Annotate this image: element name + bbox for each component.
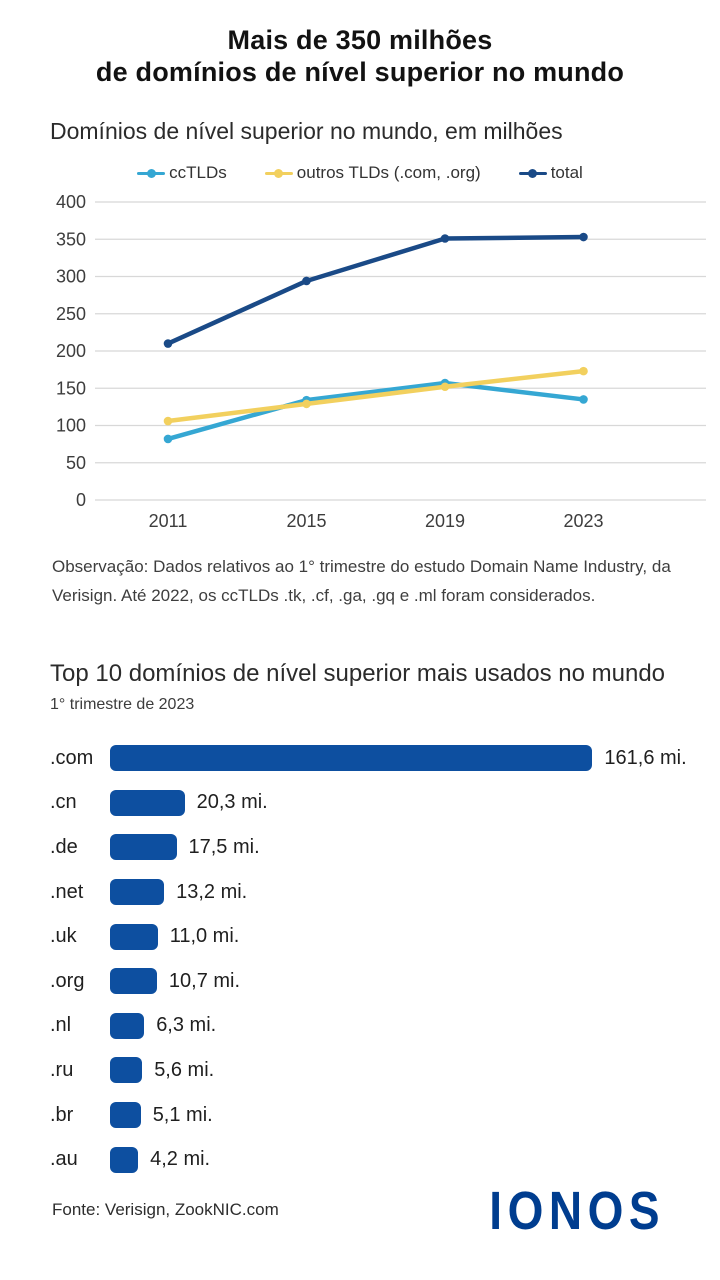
y-axis-tick-label: 400 — [56, 192, 86, 212]
bar-value-label: 6,3 mi. — [156, 1014, 217, 1037]
series-line-outros — [165, 368, 586, 424]
series-line-ccTLDs — [165, 380, 586, 442]
bar-row: .net 13,2 mi. — [50, 870, 720, 915]
line-chart: 0 50 100 150 200 250 300 350 400 2011 2015 2019 2023 — [0, 187, 720, 544]
bar-row: .com 161,6 mi. — [50, 736, 720, 781]
data-point — [579, 232, 588, 242]
tld-label: .cn — [50, 791, 77, 814]
bar-value-label: 5,1 mi. — [152, 1103, 213, 1126]
page-title-line2: de domínios de nível superior no mundo — [95, 57, 625, 87]
y-axis-tick-label: 100 — [56, 416, 86, 436]
y-axis-tick-label: 150 — [56, 378, 86, 398]
tld-label: .de — [50, 835, 78, 858]
tld-label: .net — [50, 880, 84, 903]
line-chart-title: Domínios de nível superior no mundo, em … — [50, 118, 563, 144]
y-axis-tick-label: 250 — [56, 304, 86, 324]
bar-value-label: 13,2 mi. — [176, 880, 248, 903]
tld-label: .ru — [50, 1058, 74, 1081]
legend-label: ccTLDs — [169, 163, 227, 182]
bar — [110, 1102, 141, 1129]
bar — [110, 879, 165, 906]
bar-row: .au 4,2 mi. — [50, 1137, 720, 1182]
bar-list: .com 161,6 mi. .cn 20,3 mi. .de 17,5 mi. .net 1… — [50, 736, 720, 1182]
tld-label: .nl — [50, 1014, 72, 1037]
bar — [110, 1146, 139, 1173]
data-point — [440, 382, 450, 392]
line-chart-canvas: 0 50 100 150 200 250 300 350 400 2011 2015 2019 2023 — [56, 192, 706, 531]
bar — [110, 1012, 145, 1039]
y-axis-tick-label: 0 — [76, 490, 86, 510]
data-point — [163, 434, 173, 444]
legend-label: total — [550, 163, 583, 182]
source-text: Fonte: Verisign, ZookNIC.com — [52, 1199, 279, 1219]
data-point — [163, 339, 173, 348]
bar — [110, 968, 157, 995]
bar-row: .nl 6,3 mi. — [50, 1004, 720, 1049]
legend-item: outros TLDs (.com, .org) — [264, 163, 481, 183]
tld-label: .au — [50, 1148, 78, 1171]
legend-marker-icon — [518, 168, 547, 179]
data-point — [440, 234, 450, 243]
x-axis-tick-label: 2023 — [563, 511, 603, 531]
bar-value-label: 4,2 mi. — [150, 1148, 211, 1171]
bar-value-label: 17,5 mi. — [188, 835, 260, 858]
footer: Fonte: Verisign, ZookNIC.com IONOS — [0, 1180, 720, 1242]
bar-row: .uk 11,0 mi. — [50, 914, 720, 959]
data-point — [302, 276, 311, 286]
bar-value-label: 10,7 mi. — [168, 969, 241, 992]
bar — [110, 834, 177, 861]
bar-value-label: 5,6 mi. — [154, 1058, 215, 1081]
ionos-logo: IONOS — [489, 1180, 665, 1241]
legend-item: ccTLDs — [137, 163, 227, 183]
page-title-line1: Mais de 350 milhões — [227, 25, 493, 55]
tld-label: .org — [50, 969, 85, 992]
page-title: Mais de 350 milhões de domínios de nível… — [0, 0, 720, 88]
legend-label: outros TLDs (.com, .org) — [296, 163, 481, 182]
bar — [110, 745, 593, 772]
data-point — [302, 399, 311, 409]
x-axis-tick-label: 2019 — [425, 511, 465, 531]
x-axis-tick-label: 2011 — [149, 511, 188, 531]
data-point — [579, 366, 588, 376]
y-axis-tick-label: 300 — [56, 267, 86, 287]
data-point — [579, 395, 588, 404]
y-axis-tick-label: 200 — [56, 341, 86, 361]
bar-row: .cn 20,3 mi. — [50, 781, 720, 826]
chart-note: Observação: Dados relativos ao 1° trimes… — [52, 557, 671, 605]
y-axis-tick-label: 50 — [66, 453, 86, 473]
tld-label: .com — [50, 746, 94, 769]
x-axis-tick-label: 2015 — [286, 511, 326, 531]
bar-value-label: 11,0 mi. — [169, 925, 240, 948]
legend: ccTLDs outros TLDs (.com, .org) total — [0, 163, 720, 183]
bar-value-label: 161,6 mi. — [604, 746, 687, 769]
bar — [110, 923, 158, 950]
series-line-total — [165, 234, 586, 346]
legend-item: total — [518, 163, 583, 183]
legend-marker-icon — [264, 168, 293, 179]
bar-row: .org 10,7 mi. — [50, 959, 720, 1004]
bar-row: .br 5,1 mi. — [50, 1093, 720, 1138]
bar — [110, 789, 185, 816]
bar — [110, 1057, 143, 1084]
data-point — [163, 416, 173, 426]
tld-label: .uk — [50, 925, 77, 948]
tld-label: .br — [50, 1103, 74, 1126]
legend-marker-icon — [137, 168, 166, 179]
y-axis-tick-label: 350 — [56, 229, 86, 249]
bar-chart-subtitle: 1° trimestre de 2023 — [50, 696, 195, 713]
bar-row: .de 17,5 mi. — [50, 825, 720, 870]
bar-row: .ru 5,6 mi. — [50, 1048, 720, 1093]
bar-chart-title: Top 10 domínios de nível superior mais u… — [50, 660, 666, 687]
bar-value-label: 20,3 mi. — [196, 791, 268, 814]
